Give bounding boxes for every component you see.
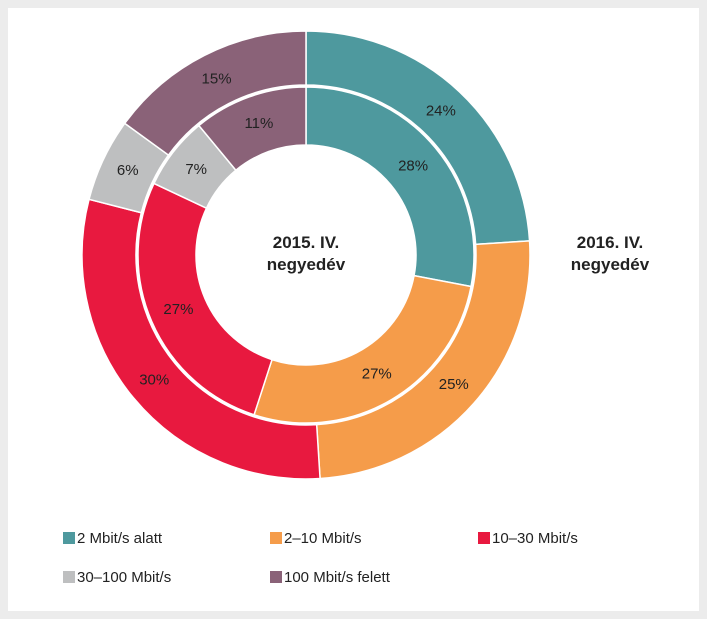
legend-label: 100 Mbit/s felett bbox=[284, 569, 391, 586]
legend-label: 10–30 Mbit/s bbox=[492, 530, 578, 547]
data-label: 7% bbox=[185, 161, 207, 178]
legend-swatch bbox=[270, 571, 282, 583]
data-label: 28% bbox=[398, 157, 428, 174]
inner-ring-name: 2015. IV. negyedév bbox=[266, 233, 346, 274]
legend-swatch bbox=[478, 532, 490, 544]
outer-ring-name: 2016. IV. negyedév bbox=[570, 233, 650, 274]
donut-segment bbox=[305, 86, 475, 288]
data-label: 27% bbox=[362, 366, 392, 383]
donut-segment bbox=[123, 30, 307, 157]
data-label: 15% bbox=[202, 70, 232, 87]
legend-swatch bbox=[63, 571, 75, 583]
data-label: 6% bbox=[117, 162, 139, 179]
legend-swatch bbox=[270, 532, 282, 544]
data-label: 11% bbox=[244, 115, 273, 132]
donut-segment bbox=[253, 274, 472, 424]
donut-segment bbox=[137, 182, 273, 416]
data-label: 24% bbox=[426, 102, 456, 119]
data-label: 27% bbox=[163, 301, 193, 318]
legend-swatch bbox=[63, 532, 75, 544]
legend-label: 2–10 Mbit/s bbox=[284, 530, 362, 547]
legend-label: 2 Mbit/s alatt bbox=[77, 530, 163, 547]
data-label: 30% bbox=[139, 372, 169, 389]
legend-label: 30–100 Mbit/s bbox=[77, 569, 171, 586]
data-label: 25% bbox=[439, 376, 469, 393]
donut-segment bbox=[197, 86, 307, 172]
